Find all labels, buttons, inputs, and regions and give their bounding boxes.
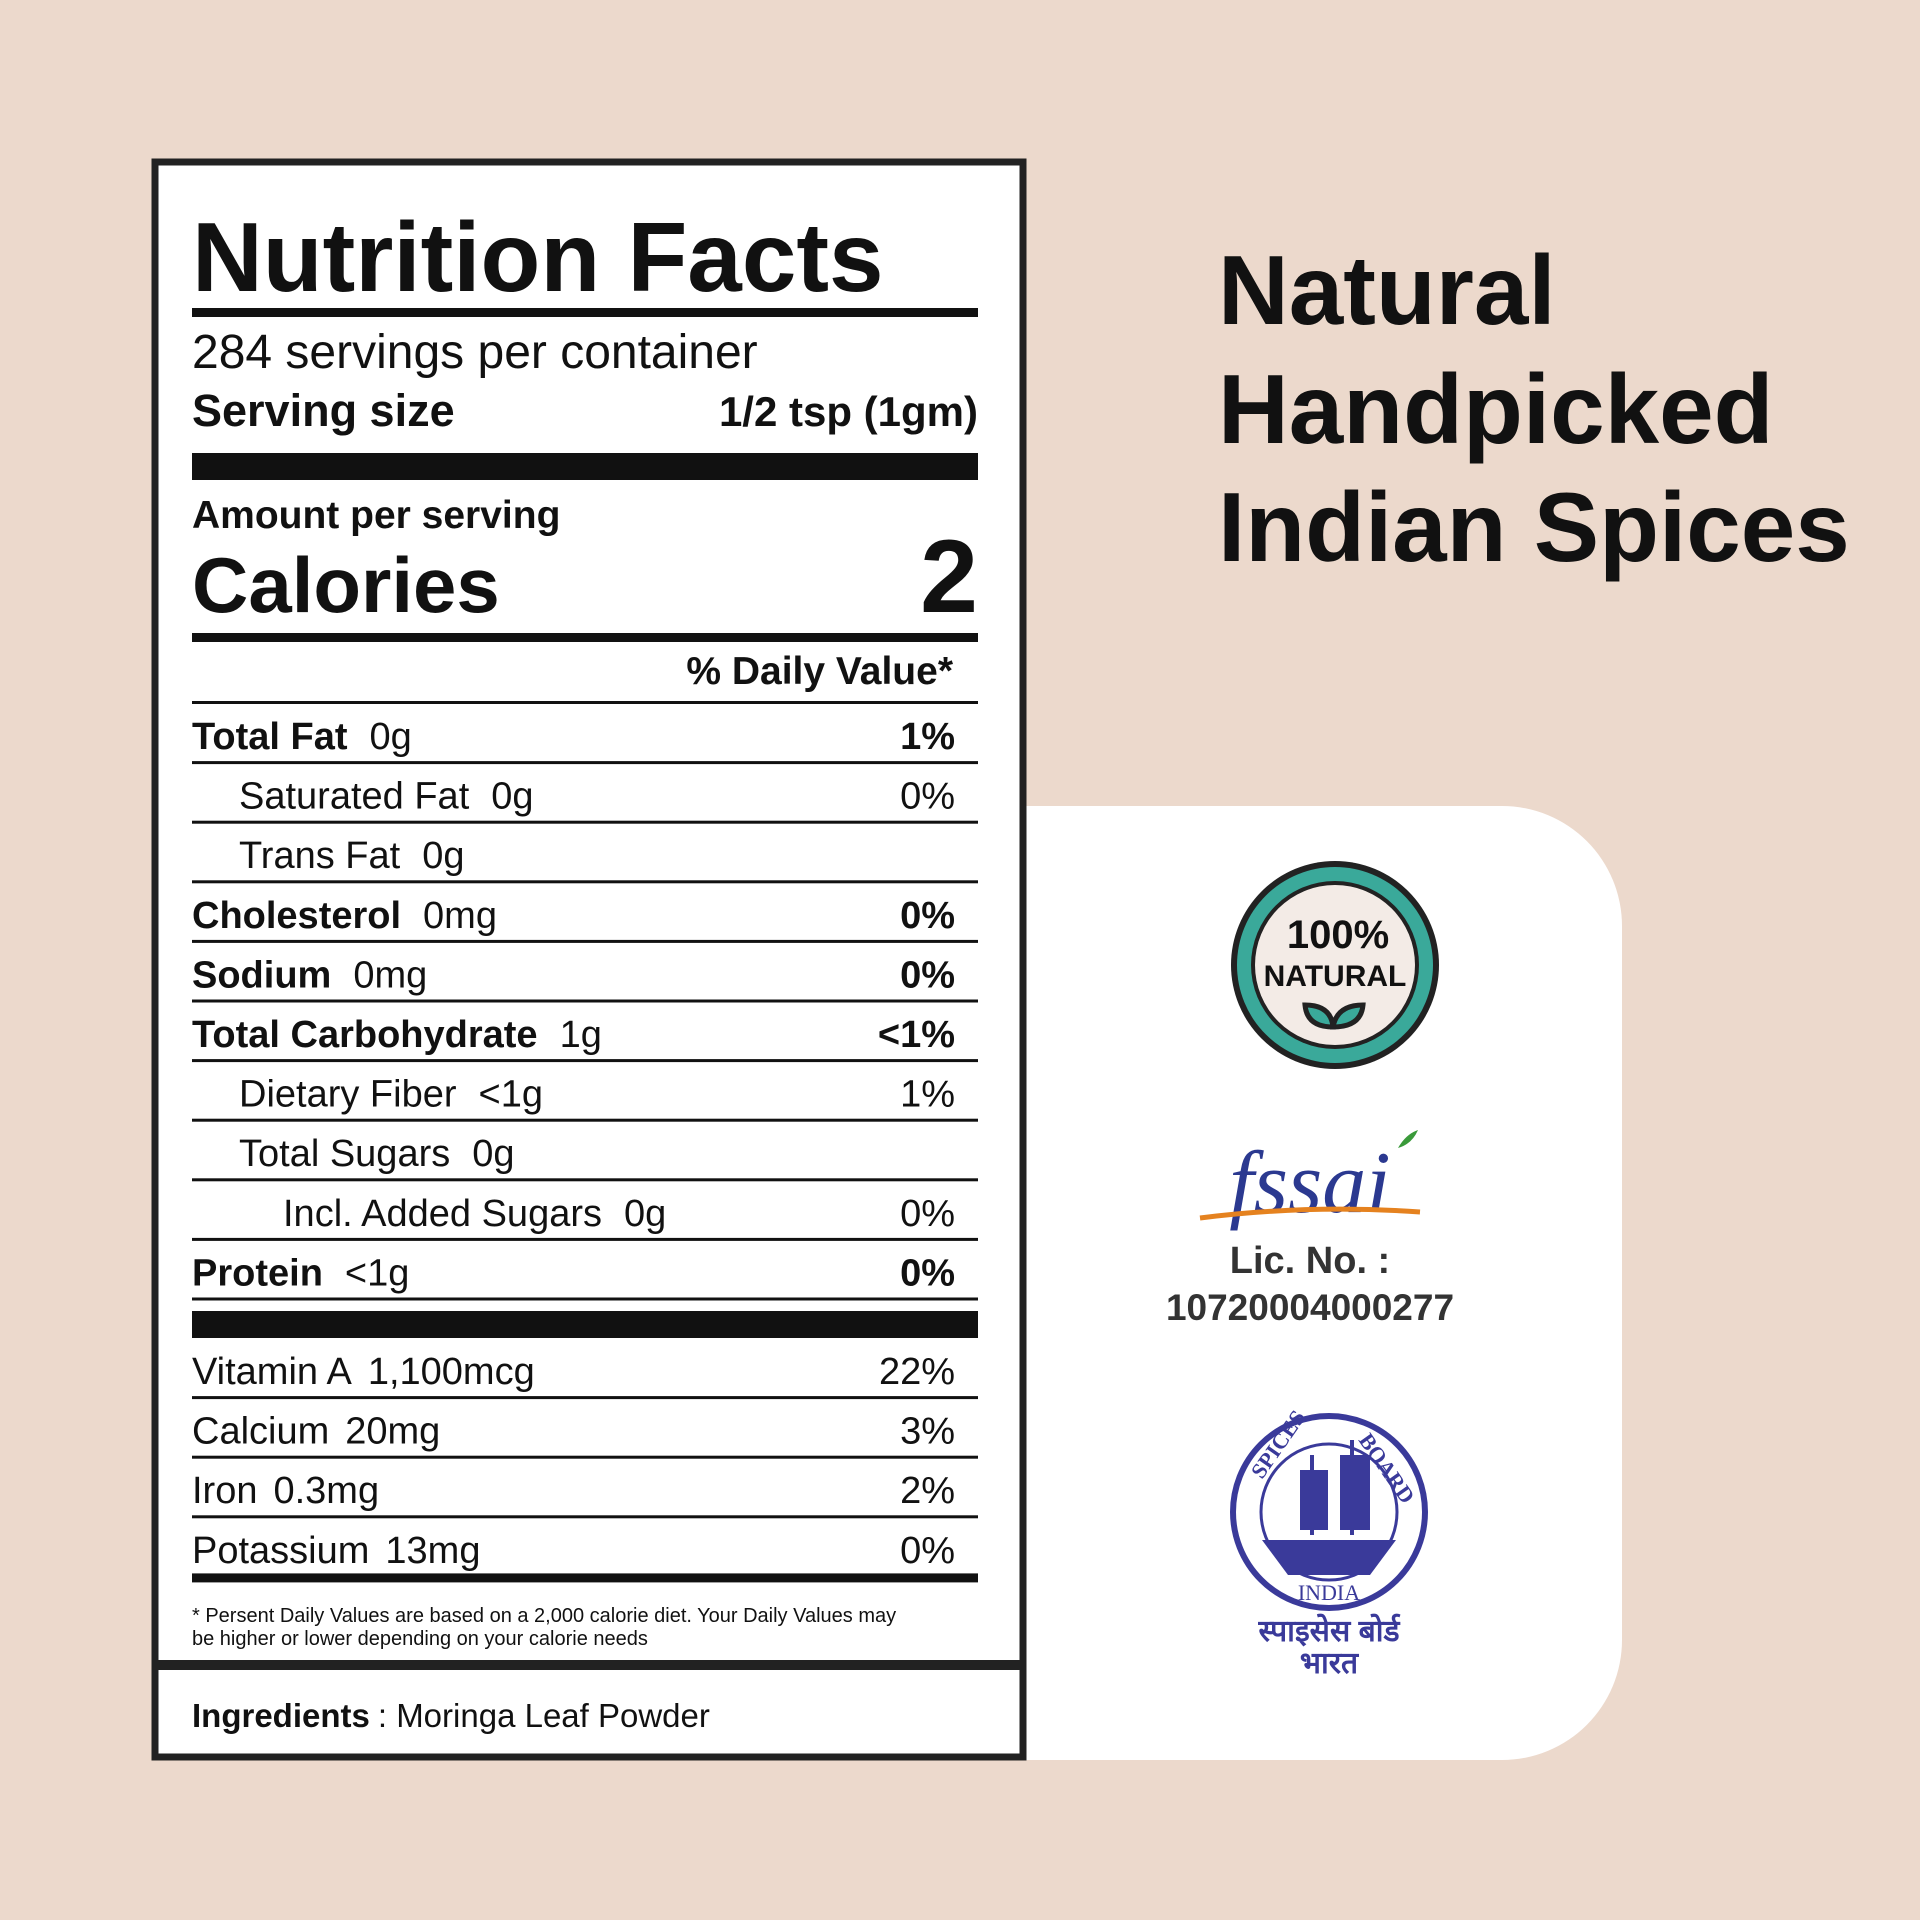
rule — [192, 1311, 978, 1338]
serving-size-label: Serving size — [192, 385, 455, 436]
nutrient-dv: 22% — [879, 1351, 955, 1393]
rule — [192, 1059, 978, 1063]
leaf-icon — [1302, 1002, 1366, 1030]
seal-text: INDIA — [1298, 1580, 1360, 1605]
rule — [192, 1455, 978, 1459]
rule — [192, 820, 978, 824]
rule — [192, 1515, 978, 1519]
rule — [192, 701, 978, 704]
nutrient-amount: 0mg — [353, 954, 427, 996]
nutrient-name: Potassium — [192, 1530, 369, 1572]
rule — [192, 1237, 978, 1241]
nutrient-rows: Total Fat 0g 1% Saturated Fat 0g 0% Trans Fat 0… — [192, 716, 978, 1583]
ingredients-text: : Moringa Leaf Powder — [378, 1697, 710, 1734]
rule — [192, 880, 978, 884]
nutrient-dv: 0% — [900, 895, 955, 937]
rule — [192, 761, 978, 765]
ship-hull — [1262, 1540, 1396, 1575]
nutrient-dv: 0% — [900, 1530, 955, 1572]
seal-inner — [1259, 1442, 1399, 1582]
headline: Handpicked — [1218, 354, 1773, 464]
nutrient-dv: 2% — [900, 1470, 955, 1512]
dv-header: % Daily Value* — [686, 650, 953, 693]
nutrient-amount: 0.3mg — [273, 1470, 379, 1512]
badge-panel — [1026, 806, 1622, 1760]
label-box — [151, 158, 1027, 1761]
nutrient-name: Incl. Added Sugars — [283, 1193, 602, 1235]
serving-size-value: 1/2 tsp (1gm) — [719, 388, 978, 435]
seal-hindi: स्पाइसेस बोर्ड — [1257, 1613, 1400, 1648]
nutrient-amount: 1,100mcg — [368, 1351, 535, 1393]
rule — [192, 453, 978, 480]
rule — [192, 1178, 978, 1182]
calories-value: 2 — [920, 519, 978, 635]
nutrient-amount: 0g — [422, 835, 464, 877]
nutrient-amount: 0g — [624, 1193, 666, 1235]
nutrient-dv: 0% — [900, 1193, 955, 1235]
label-title: Nutrition Facts — [192, 202, 883, 312]
badge-text: 100% — [1287, 913, 1389, 957]
nutrient-name: Protein — [192, 1252, 323, 1294]
nutrient-amount: 0mg — [423, 895, 497, 937]
fssai-logo: fssai — [1229, 1135, 1390, 1232]
nutrient-dv: 1% — [900, 1074, 955, 1116]
nutrient-name: Sodium — [192, 954, 331, 996]
nutrient-name: Saturated Fat — [239, 776, 470, 818]
rule — [192, 308, 978, 317]
nutrient-name: Calcium — [192, 1411, 329, 1453]
nutrient-amount: 13mg — [385, 1530, 480, 1572]
headline: Indian Spices — [1218, 472, 1850, 582]
license-number: 10720004000277 — [1166, 1287, 1454, 1328]
nutrient-amount: <1g — [345, 1252, 409, 1294]
badge-text: NATURAL — [1264, 960, 1407, 993]
nutrient-name: Total Sugars — [239, 1133, 450, 1175]
rule — [192, 1297, 978, 1301]
rule — [192, 1573, 978, 1583]
nutrient-amount: 0g — [491, 776, 533, 818]
seal-hindi: भारत — [1300, 1647, 1360, 1680]
spices-board-logo: SPICES BOARD INDIA स्पाइसेस बोर्ड भारत — [1230, 1405, 1428, 1680]
rule — [192, 939, 978, 943]
footnote: * Persent Daily Values are based on a 2,… — [192, 1605, 896, 1627]
fssai-swoosh — [1199, 1206, 1421, 1221]
footnote: be higher or lower depending on your cal… — [192, 1628, 648, 1650]
nutrient-name: Total Fat — [192, 716, 348, 758]
ship-sails — [1300, 1455, 1370, 1530]
badge-face — [1255, 885, 1415, 1045]
ingredients: Ingredients: Moringa Leaf Powder — [192, 1697, 710, 1734]
license-label: Lic. No. : — [1230, 1240, 1390, 1282]
ingredients-label: Ingredients — [192, 1697, 370, 1734]
servings: 284 servings per container — [192, 326, 758, 379]
natural-badge: 100% NATURAL — [1231, 861, 1439, 1069]
nutrient-amount: 0g — [472, 1133, 514, 1175]
nutrient-dv: 0% — [900, 776, 955, 818]
rule — [192, 999, 978, 1003]
nutrient-amount: 1g — [560, 1014, 602, 1056]
headline: Natural — [1218, 235, 1556, 345]
nutrient-name: Iron — [192, 1470, 257, 1512]
nutrient-name: Trans Fat — [239, 835, 401, 877]
fssai-leaf — [1398, 1130, 1418, 1148]
nutrient-dv: 3% — [900, 1411, 955, 1453]
nutrient-dv: <1% — [878, 1014, 955, 1056]
nutrient-dv: 0% — [900, 1252, 955, 1294]
calories-label: Calories — [192, 541, 500, 629]
nutrient-name: Dietary Fiber — [239, 1074, 457, 1116]
rule — [192, 1118, 978, 1122]
rule — [192, 633, 978, 642]
nutrient-dv: 0% — [900, 954, 955, 996]
nutrient-name: Total Carbohydrate — [192, 1014, 538, 1056]
amount-per-serving: Amount per serving — [192, 494, 560, 537]
nutrient-amount: 20mg — [345, 1411, 440, 1453]
nutrient-amount: <1g — [479, 1074, 543, 1116]
nutrient-name: Cholesterol — [192, 895, 401, 937]
nutrient-dv: 1% — [900, 716, 955, 758]
rule — [192, 1396, 978, 1400]
nutrient-amount: 0g — [370, 716, 412, 758]
nutrient-name: Vitamin A — [192, 1351, 352, 1393]
